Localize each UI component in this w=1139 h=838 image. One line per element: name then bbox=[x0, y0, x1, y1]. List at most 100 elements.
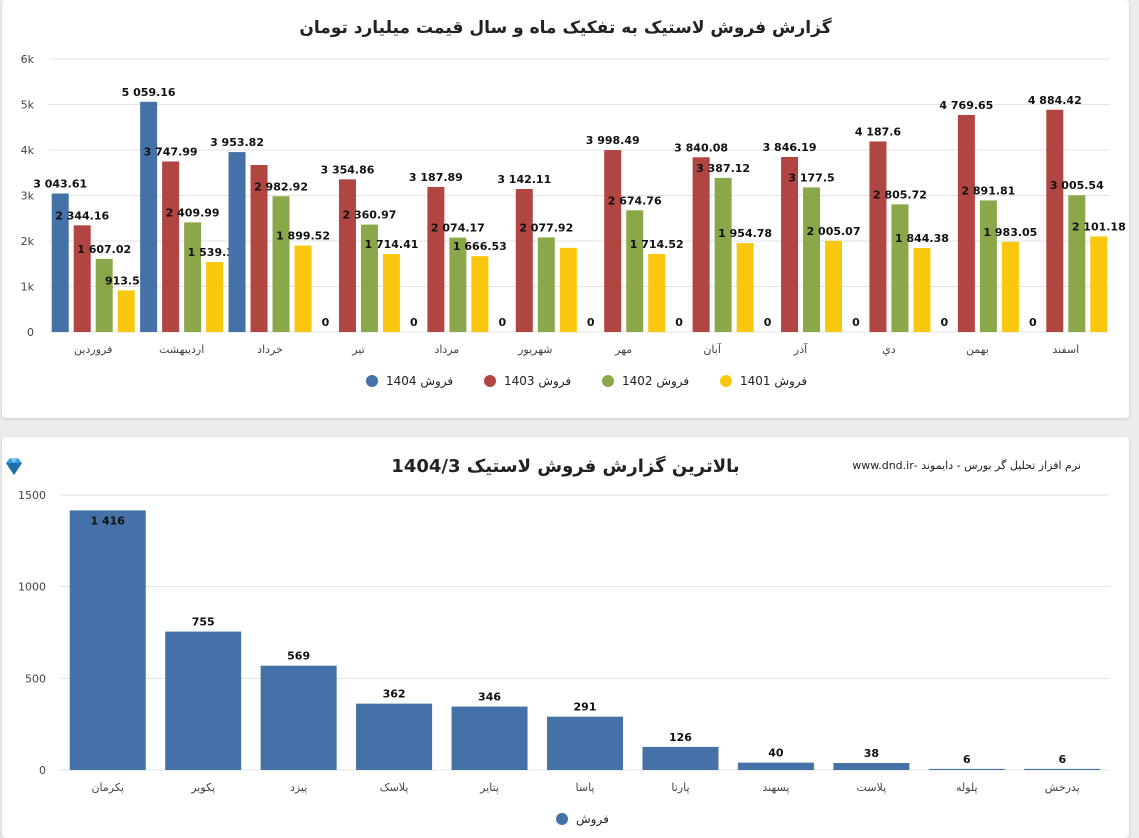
bar bbox=[294, 245, 312, 332]
data-label: 3 043.61 bbox=[33, 178, 87, 191]
data-label: 1 983.05 bbox=[983, 226, 1037, 239]
data-label: 4 884.42 bbox=[1028, 94, 1082, 107]
data-label: 755 bbox=[192, 616, 215, 629]
y-tick-label: 500 bbox=[25, 672, 46, 685]
data-label: 3 953.82 bbox=[210, 136, 264, 149]
bar bbox=[382, 253, 400, 332]
bar bbox=[184, 222, 202, 332]
bar bbox=[449, 237, 467, 332]
monthly-sales-chart: 0 1k 2k 3k 4k 5k 6k 3 043.61 2 344.16 1 607.02 913… bbox=[21, 53, 1126, 389]
y-tick-label: 5k bbox=[21, 99, 35, 112]
x-tick-label: مهر bbox=[614, 343, 632, 356]
bar bbox=[51, 193, 69, 332]
y-tick-label: 2k bbox=[21, 235, 35, 248]
data-label: 40 bbox=[768, 747, 784, 760]
top-sales-chart-panel: بالاترین گزارش فروش لاستیک 1404/3 نرم اف… bbox=[2, 437, 1129, 838]
data-label: 5 059.16 bbox=[122, 86, 176, 99]
y-tick-label: 4k bbox=[21, 144, 35, 157]
x-tick-label: خرداد bbox=[257, 343, 283, 356]
bar bbox=[117, 290, 135, 332]
bar bbox=[1024, 768, 1101, 770]
x-tick-label: پلوله bbox=[956, 781, 978, 794]
bar bbox=[162, 161, 180, 332]
data-label: 3 846.19 bbox=[763, 141, 817, 154]
y-tick-label: 0 bbox=[27, 326, 34, 339]
data-label: 0 bbox=[498, 316, 506, 329]
data-label: 362 bbox=[383, 688, 406, 701]
bar bbox=[206, 261, 224, 332]
data-label: 1 714.52 bbox=[630, 238, 684, 251]
data-label: 3 840.08 bbox=[674, 141, 728, 154]
data-label: 2 409.99 bbox=[166, 206, 220, 219]
top-sales-chart-title: بالاترین گزارش فروش لاستیک 1404/3 bbox=[391, 456, 740, 477]
data-label: 2 005.07 bbox=[807, 225, 861, 238]
data-label: 1 954.78 bbox=[718, 227, 772, 240]
x-tick-label: پسهند bbox=[762, 781, 789, 794]
bar bbox=[356, 703, 433, 770]
data-label: 2 805.72 bbox=[873, 188, 927, 201]
data-label: 6 bbox=[963, 753, 971, 766]
bar bbox=[1090, 236, 1108, 332]
x-tick-label: پکرمان bbox=[91, 781, 124, 794]
brand-text: نرم افزار تحلیل گر بورس - دایموند -www.d… bbox=[852, 459, 1081, 472]
legend-marker bbox=[602, 375, 614, 387]
top-sales-chart: 0 500 1000 1500 1 416 پکرمان 755 پکویر 569 پیزد 36… bbox=[18, 489, 1110, 827]
x-tick-label: شهریور bbox=[517, 343, 552, 356]
bar bbox=[272, 196, 290, 332]
bar bbox=[803, 187, 821, 332]
bar bbox=[604, 150, 622, 332]
data-label: 3 747.99 bbox=[144, 145, 198, 158]
bar bbox=[833, 763, 910, 770]
data-label: 3 998.49 bbox=[586, 134, 640, 147]
x-tick-label: پارتا bbox=[671, 781, 689, 794]
legend-label: فروش 1403 bbox=[504, 374, 571, 389]
data-label: 6 bbox=[1058, 753, 1066, 766]
data-label: 3 177.5 bbox=[788, 171, 834, 184]
bar bbox=[626, 210, 644, 332]
x-tick-label: پکویر bbox=[190, 781, 215, 794]
legend-label: فروش bbox=[576, 812, 609, 827]
legend-marker bbox=[484, 375, 496, 387]
bar bbox=[338, 179, 356, 332]
data-label: 2 074.17 bbox=[431, 222, 485, 235]
bar bbox=[69, 510, 146, 770]
data-label: 1 539.39 bbox=[188, 246, 242, 259]
data-label: 38 bbox=[864, 747, 879, 760]
data-label: 2 360.97 bbox=[342, 209, 396, 222]
data-label: 0 bbox=[941, 316, 949, 329]
bar bbox=[714, 177, 732, 332]
data-label: 0 bbox=[852, 316, 860, 329]
x-tick-label: فروردین bbox=[74, 343, 112, 356]
bar bbox=[869, 141, 887, 332]
bar bbox=[140, 101, 158, 332]
bar bbox=[957, 114, 975, 332]
data-label: 0 bbox=[587, 316, 595, 329]
monthly-sales-chart-title: گزارش فروش لاستیک به تفکیک ماه و سال قیم… bbox=[299, 18, 832, 38]
data-label: 3 354.86 bbox=[320, 163, 374, 176]
data-label: 126 bbox=[669, 731, 692, 744]
bar bbox=[979, 200, 997, 332]
bar bbox=[1068, 195, 1086, 332]
bar bbox=[228, 152, 246, 332]
data-label: 346 bbox=[478, 691, 501, 704]
bar bbox=[250, 165, 268, 332]
data-label: 1 844.38 bbox=[895, 232, 949, 245]
y-tick-label: 3k bbox=[21, 190, 35, 203]
bar bbox=[559, 247, 577, 332]
data-label: 2 101.18 bbox=[1072, 220, 1126, 233]
bar bbox=[1046, 109, 1064, 333]
data-label: 1 666.53 bbox=[453, 240, 507, 253]
bar bbox=[891, 204, 909, 332]
data-label: 2 674.76 bbox=[608, 194, 662, 207]
bar bbox=[260, 665, 337, 770]
x-tick-label: تیر bbox=[351, 343, 364, 356]
x-tick-label: آبان bbox=[703, 342, 721, 356]
data-label: 2 344.16 bbox=[55, 209, 109, 222]
bar bbox=[73, 225, 91, 332]
x-tick-label: پاسا bbox=[576, 781, 595, 794]
x-tick-label: دي bbox=[882, 343, 896, 356]
legend-marker bbox=[366, 375, 378, 387]
x-tick-label: پتایر bbox=[479, 781, 499, 794]
data-label: 913.52 bbox=[105, 274, 147, 287]
bar bbox=[537, 237, 555, 332]
